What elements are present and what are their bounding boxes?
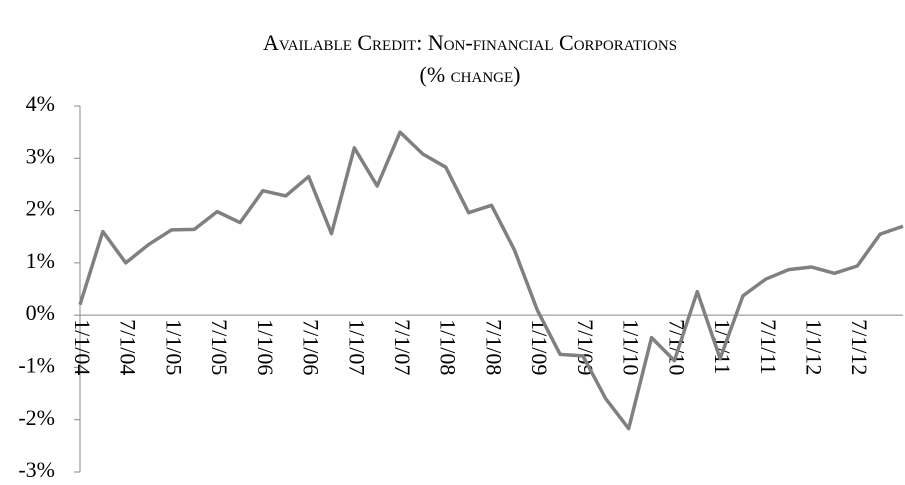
y-tick-label: -1% — [18, 352, 55, 377]
x-tick-label: 1/1/09 — [527, 319, 552, 375]
line-series — [78, 130, 904, 431]
x-tick-label: 7/1/06 — [299, 319, 324, 375]
x-tick-label: 7/1/12 — [847, 319, 872, 375]
y-tick-label: 3% — [26, 143, 55, 168]
x-tick-label: 1/1/06 — [253, 319, 278, 375]
x-tick-label: 7/1/05 — [207, 319, 232, 375]
y-tick-label: 2% — [26, 196, 55, 221]
x-tick-label: 7/1/11 — [756, 319, 781, 374]
x-tick-label: 1/1/08 — [436, 319, 461, 375]
x-tick-label: 7/1/08 — [481, 319, 506, 375]
x-tick-label: 1/1/04 — [70, 319, 95, 375]
y-tick-label: 1% — [26, 248, 55, 273]
y-tick-label: -3% — [18, 457, 55, 482]
x-tick-label: 7/1/07 — [390, 319, 415, 375]
x-tick-label: 7/1/04 — [116, 319, 141, 375]
y-tick-label: 0% — [26, 300, 55, 325]
x-tick-label: 1/1/07 — [344, 319, 369, 375]
x-tick-label: 1/1/12 — [802, 319, 827, 375]
y-tick-label: -2% — [18, 405, 55, 430]
x-tick-label: 7/1/09 — [573, 319, 598, 375]
chart-title: Available Credit: Non-financial Corporat… — [263, 30, 677, 55]
x-tick-label: 1/1/05 — [161, 319, 186, 375]
chart-subtitle: (% change) — [420, 62, 521, 87]
x-tick-label: 1/1/10 — [619, 319, 644, 375]
y-tick-label: 4% — [26, 91, 55, 116]
